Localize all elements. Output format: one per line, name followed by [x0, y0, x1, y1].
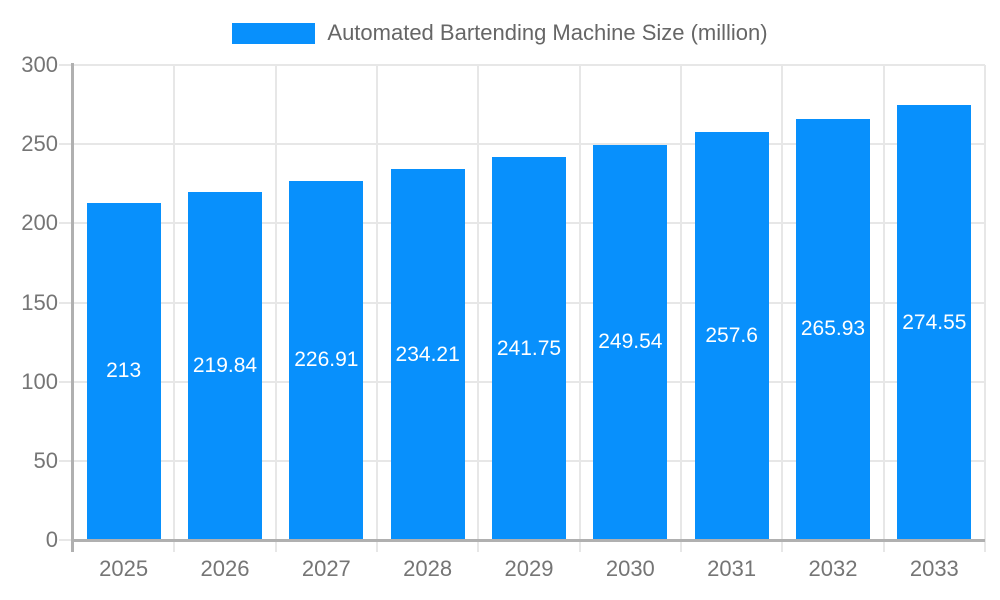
v-gridline: [680, 65, 682, 552]
x-tick-label: 2025: [99, 556, 149, 581]
x-tick-label: 2028: [403, 556, 453, 581]
v-gridline: [274, 65, 277, 552]
x-tick-label: 2033: [909, 556, 959, 581]
bar: [593, 144, 668, 540]
y-tick-label: 0: [45, 527, 58, 552]
bar: [188, 191, 262, 540]
x-tick-label: 2030: [605, 556, 655, 581]
y-axis-tick: [59, 64, 73, 66]
bar: [897, 105, 972, 540]
y-tick-label: 50: [33, 447, 58, 473]
y-tick-label: 100: [21, 368, 58, 394]
bar-value-label: 249.54: [598, 330, 663, 354]
y-tick-label: 150: [21, 289, 58, 315]
bar-value-label: 219.84: [192, 353, 258, 377]
y-tick-label: 300: [21, 52, 58, 77]
bar: [492, 157, 566, 540]
legend[interactable]: Automated Bartending Machine Size (milli…: [0, 20, 1000, 46]
y-axis-tick: [59, 459, 73, 462]
h-gridline: [73, 64, 985, 66]
bar-value-label: 257.6: [705, 324, 758, 348]
v-gridline: [984, 65, 986, 552]
v-gridline: [173, 65, 176, 552]
v-gridline: [477, 65, 480, 552]
y-axis-line: [71, 63, 74, 552]
y-axis-tick: [59, 539, 73, 541]
legend-label: Automated Bartending Machine Size (milli…: [327, 20, 768, 45]
bar-value-label: 226.91: [294, 348, 359, 372]
legend-swatch: [232, 22, 316, 44]
bar-value-label: 274.55: [902, 310, 967, 334]
x-tick-label: 2026: [200, 556, 250, 581]
x-tick-label: 2029: [504, 556, 554, 581]
y-axis-tick: [59, 301, 73, 304]
y-axis-tick: [59, 222, 73, 225]
bar: [796, 118, 870, 540]
y-tick-label: 200: [21, 210, 58, 236]
bar: [86, 202, 161, 540]
v-gridline: [578, 65, 581, 552]
bar: [289, 180, 364, 540]
v-gridline: [781, 65, 784, 552]
h-gridline: [73, 143, 985, 146]
y-axis-tick: [59, 143, 73, 146]
v-gridline: [376, 65, 378, 552]
v-gridline: [882, 65, 885, 552]
y-tick-label: 250: [21, 131, 58, 157]
x-tick-label: 2031: [707, 556, 757, 581]
bar-value-label: 234.21: [395, 342, 460, 366]
y-axis-tick: [59, 380, 73, 383]
bar-value-label: 265.93: [800, 317, 866, 341]
x-axis-line: [71, 539, 985, 542]
bar-value-label: 213: [106, 359, 142, 383]
x-tick-label: 2027: [301, 556, 351, 581]
x-tick-label: 2032: [808, 556, 858, 581]
bar: [694, 132, 769, 540]
bar-value-label: 241.75: [496, 336, 562, 360]
bar: [390, 169, 465, 540]
